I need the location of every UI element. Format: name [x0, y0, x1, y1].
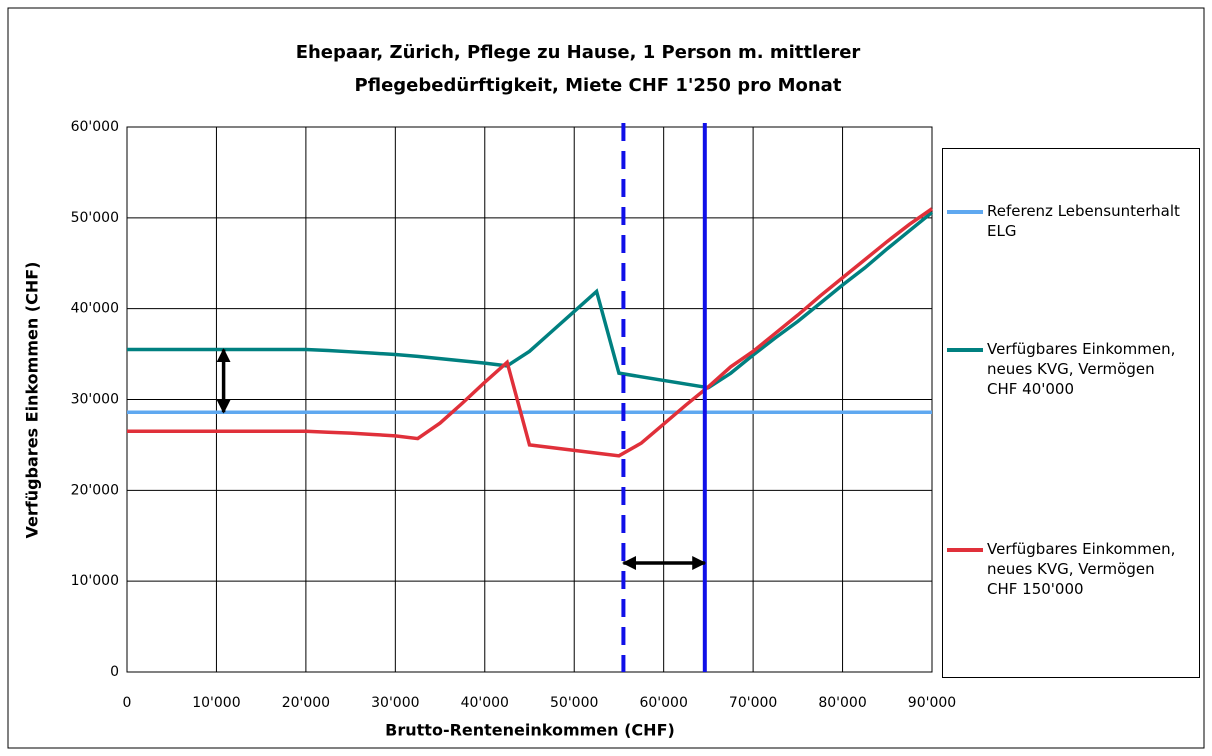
legend-swatch: [947, 210, 983, 214]
x-tick-label: 40'000: [461, 695, 509, 711]
x-tick-label: 90'000: [908, 695, 956, 711]
legend: Referenz Lebensunterhalt ELG Verfügbares …: [942, 148, 1200, 678]
y-tick-label: 40'000: [71, 301, 119, 317]
y-tick-label: 20'000: [71, 482, 119, 498]
series-line: [127, 211, 934, 390]
x-tick-label: 20'000: [282, 695, 330, 711]
x-axis-label: Brutto-Renteneinkommen (CHF): [385, 721, 675, 740]
x-tick-label: 80'000: [818, 695, 866, 711]
y-axis-label: Verfügbares Einkommen (CHF): [23, 262, 42, 539]
series-line: [127, 207, 933, 458]
legend-label: Verfügbares Einkommen, neues KVG, Vermög…: [987, 340, 1176, 398]
chart-title: Pflegebedürftigkeit, Miete CHF 1'250 pro…: [355, 75, 842, 96]
frame: [7, 7, 1205, 749]
y-tick-label: 0: [110, 664, 119, 680]
x-tick-label: 10'000: [192, 695, 240, 711]
legend-label: Referenz Lebensunterhalt ELG: [987, 202, 1180, 240]
legend-label: Verfügbares Einkommen, neues KVG, Vermög…: [987, 540, 1176, 598]
legend-swatch: [947, 348, 983, 352]
x-tick-label: 50'000: [550, 695, 598, 711]
y-tick-label: 10'000: [71, 573, 119, 589]
legend-swatch: [947, 548, 983, 552]
y-tick-label: 30'000: [71, 392, 119, 408]
x-tick-label: 70'000: [729, 695, 777, 711]
x-tick-label: 0: [123, 695, 132, 711]
x-tick-label: 60'000: [639, 695, 687, 711]
chart-title: Ehepaar, Zürich, Pflege zu Hause, 1 Pers…: [296, 42, 861, 63]
x-tick-label: 30'000: [371, 695, 419, 711]
y-tick-label: 50'000: [71, 210, 119, 226]
y-tick-label: 60'000: [71, 119, 119, 135]
